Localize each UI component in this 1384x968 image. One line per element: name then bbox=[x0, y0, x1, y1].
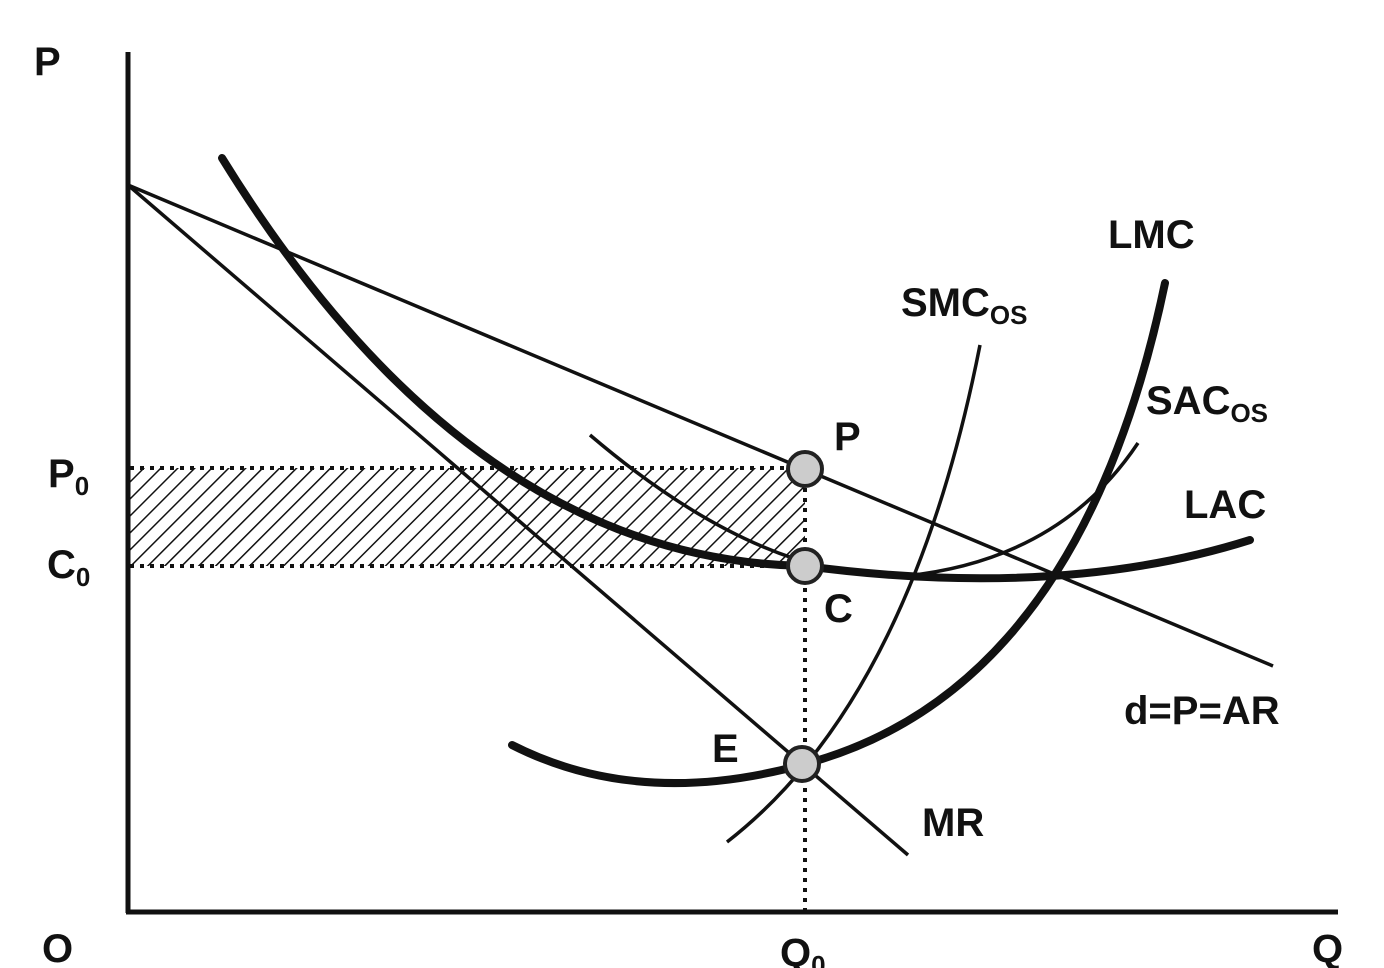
point-p bbox=[786, 450, 824, 488]
smc-curve bbox=[725, 344, 982, 844]
y-axis-label: P bbox=[34, 40, 61, 84]
mr-curve bbox=[126, 183, 910, 857]
lmc-label: LMC bbox=[1108, 213, 1195, 257]
p0-label-sub: 0 bbox=[75, 471, 89, 501]
sac-label: SACOS bbox=[1146, 379, 1268, 428]
point-p-label: P bbox=[834, 415, 861, 459]
demand-label: d=P=AR bbox=[1124, 689, 1280, 733]
p0-label: P0 bbox=[48, 452, 89, 501]
lmc-curve bbox=[508, 279, 1169, 787]
demand-curve bbox=[127, 183, 1274, 668]
p0-label-main: P bbox=[48, 452, 75, 496]
point-e bbox=[783, 745, 821, 783]
point-c bbox=[786, 547, 824, 585]
lac-curve bbox=[218, 154, 1254, 583]
q0-label-sub: 0 bbox=[811, 950, 825, 968]
q0-label-main: Q bbox=[780, 931, 811, 968]
sac-label-sub: OS bbox=[1230, 398, 1268, 428]
mr-label: MR bbox=[922, 801, 984, 845]
c0-label-sub: 0 bbox=[76, 562, 90, 592]
smc-label: SMCOS bbox=[901, 281, 1027, 330]
origin-label: O bbox=[42, 927, 73, 968]
point-e-label: E bbox=[712, 727, 739, 771]
lac-label: LAC bbox=[1184, 483, 1266, 527]
sac-label-main: SAC bbox=[1146, 379, 1230, 423]
smc-label-sub: OS bbox=[990, 300, 1028, 330]
point-c-label: C bbox=[824, 587, 853, 631]
c0-label-main: C bbox=[47, 543, 76, 587]
q0-label: Q0 bbox=[780, 931, 826, 968]
c0-label: C0 bbox=[47, 543, 90, 592]
x-axis-label: Q bbox=[1312, 927, 1343, 968]
smc-label-main: SMC bbox=[901, 281, 990, 325]
